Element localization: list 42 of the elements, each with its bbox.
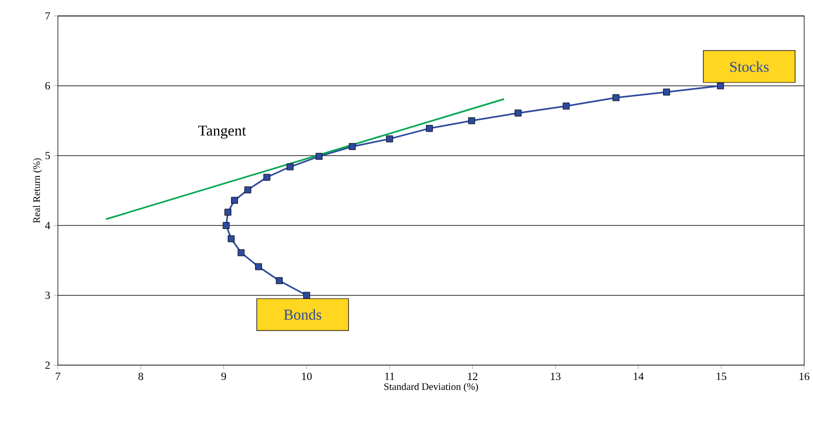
point — [231, 196, 238, 204]
point — [316, 152, 323, 160]
y-tick-label: 5 — [46, 152, 50, 160]
point — [348, 143, 356, 150]
x-tick-label: 12 — [468, 372, 478, 380]
x-tick-label: 7 — [56, 372, 60, 380]
x-tick-label: 8 — [138, 372, 144, 380]
y-tick-label: 7 — [46, 12, 50, 20]
y-axis-title: Real Return (%) — [32, 158, 42, 223]
x-tick-label: 13 — [550, 372, 560, 380]
y-tick-label: 3 — [45, 292, 50, 299]
point — [716, 82, 724, 90]
annotation: Bonds — [284, 309, 322, 320]
x-tick-label: 10 — [302, 372, 312, 380]
point — [222, 222, 230, 229]
point — [386, 135, 394, 142]
y-tick-label: 4 — [45, 222, 50, 230]
x-axis-title: Standard Deviation (%) — [384, 382, 478, 392]
x-tick-label: 16 — [800, 372, 810, 380]
x-tick-label: 14 — [634, 372, 644, 380]
point — [663, 88, 670, 96]
y-tick-label: 6 — [45, 82, 50, 90]
point — [303, 292, 310, 299]
point — [514, 110, 522, 116]
annotation: Tangent — [198, 126, 246, 139]
annotation: Stocks — [730, 61, 769, 72]
point — [263, 174, 270, 181]
point — [612, 94, 620, 102]
point — [244, 186, 252, 194]
point — [224, 208, 232, 216]
point — [468, 117, 476, 124]
point — [255, 263, 262, 270]
x-tick-label: 15 — [716, 372, 726, 380]
point — [276, 277, 283, 284]
x-tick-label: 11 — [385, 372, 394, 380]
x-tick-label: 9 — [221, 372, 226, 380]
point — [426, 124, 433, 132]
point — [238, 249, 245, 256]
point — [562, 102, 570, 110]
point — [228, 235, 235, 242]
point — [286, 163, 294, 170]
y-tick-label: 2 — [45, 362, 50, 369]
